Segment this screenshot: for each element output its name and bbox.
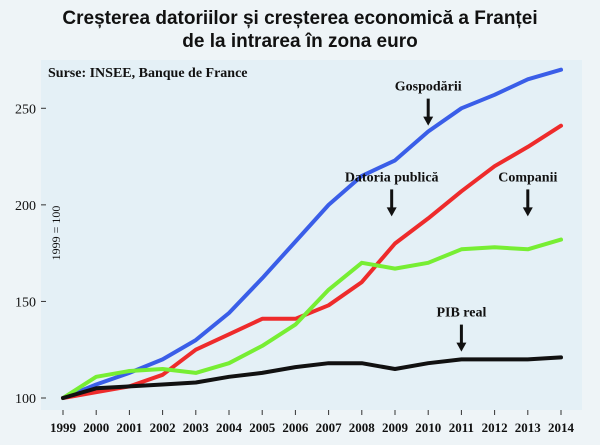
x-tick-label: 2012 — [482, 420, 508, 435]
x-tick-label: 2011 — [449, 420, 474, 435]
series-line-pib-real — [61, 355, 563, 400]
annotation-group: Gospodării Datoria publică Companii PIB rea… — [345, 80, 557, 352]
x-tick-label: 2008 — [349, 420, 376, 435]
series-line-gospodarii — [61, 67, 563, 400]
y-axis-label: 1999 = 100 — [49, 206, 63, 261]
y-tick-label: 100 — [15, 392, 36, 407]
series-line-companii — [61, 237, 563, 400]
x-tick-label: 2005 — [249, 420, 276, 435]
source-note: Surse: INSEE, Banque de France — [48, 66, 248, 81]
annotation-arrow — [456, 324, 467, 352]
x-tick-label: 2010 — [415, 420, 441, 435]
series-line-datoria-publica — [61, 123, 563, 400]
x-tick-label: 2003 — [183, 420, 210, 435]
annotation-arrow — [386, 189, 397, 217]
x-tick-group: 1999 2000 2001 2002 2003 2004 2005 2006 2007 2008… — [50, 410, 575, 435]
y-tick-label: 250 — [15, 102, 36, 117]
chart-title-line1: Creșterea datoriilor și creșterea econom… — [62, 8, 537, 29]
annotation-arrow — [423, 98, 434, 126]
x-tick-label: 2001 — [116, 420, 142, 435]
annotation-label: PIB real — [436, 306, 486, 321]
annotation-label: Gospodării — [395, 80, 462, 95]
y-tick-label: 150 — [15, 295, 36, 310]
x-tick-label: 1999 — [50, 420, 77, 435]
y-tick-group: 100 150 200 250 — [15, 102, 46, 407]
plot-area — [41, 60, 582, 410]
x-tick-label: 2002 — [150, 420, 176, 435]
x-tick-label: 2007 — [316, 420, 343, 435]
x-tick-label: 2000 — [83, 420, 109, 435]
x-tick-label: 2004 — [216, 420, 243, 435]
series-group — [61, 67, 563, 400]
annotation-label: Companii — [498, 170, 557, 185]
x-tick-label: 2014 — [548, 420, 575, 435]
annotation-label: Datoria publică — [345, 170, 439, 185]
x-tick-label: 2009 — [382, 420, 409, 435]
chart-title-line2: de la intrarea în zona euro — [182, 31, 417, 52]
x-tick-label: 2013 — [515, 420, 542, 435]
annotation-arrow — [522, 189, 533, 217]
x-tick-label: 2006 — [282, 420, 309, 435]
y-tick-label: 200 — [15, 199, 36, 214]
